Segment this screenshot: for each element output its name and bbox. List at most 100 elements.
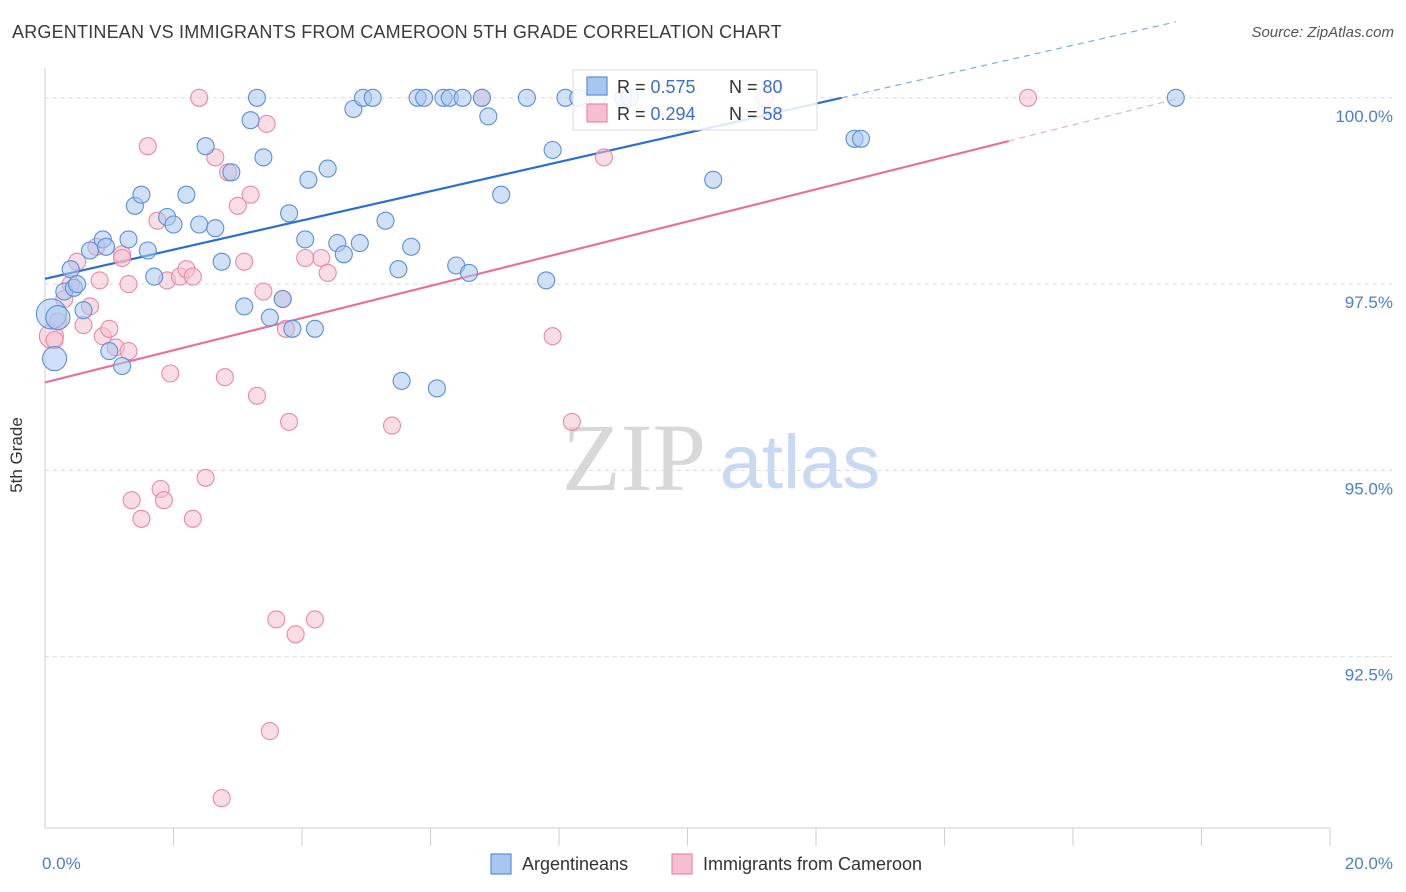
cameroon-point xyxy=(122,491,141,510)
argentinean-point xyxy=(453,88,472,107)
argentinean-point xyxy=(138,241,157,260)
argentinean-point xyxy=(472,88,491,107)
argentinean-point xyxy=(196,137,215,156)
argentinean-point xyxy=(299,170,318,189)
argentinean-point xyxy=(402,237,421,256)
argentinean-point xyxy=(318,159,337,178)
legend: Argentineans Immigrants from Cameroon xyxy=(490,853,922,875)
tick-labels: 100.0% 97.5% 95.0% 92.5% 0.0% 20.0% xyxy=(42,107,1393,873)
argentinean-point xyxy=(119,230,138,249)
argentinean-point xyxy=(1166,88,1185,107)
argentinean-point xyxy=(459,263,479,282)
stats-blue-n-value: 80 xyxy=(763,77,783,97)
argentinean-point xyxy=(427,379,446,398)
argentinean-point xyxy=(190,215,209,234)
argentinean-point xyxy=(376,211,395,230)
argentinean-point xyxy=(851,129,871,148)
legend-label-argentineans: Argentineans xyxy=(522,854,628,874)
cameroon-point xyxy=(119,275,138,294)
stats-pink-r-value: 0.294 xyxy=(651,104,696,124)
cameroon-point xyxy=(296,248,315,268)
cameroon-point xyxy=(318,263,337,282)
cameroon-point xyxy=(212,789,231,808)
source-credit: Source: ZipAtlas.com xyxy=(1251,24,1394,41)
cameroon-point xyxy=(562,412,581,431)
cameroon-point xyxy=(228,196,247,215)
data-points xyxy=(35,88,1185,808)
cameroon-point xyxy=(1018,88,1038,107)
argentinean-point xyxy=(164,215,183,234)
argentinean-point xyxy=(61,260,80,279)
cameroon-point xyxy=(260,722,279,741)
cameroon-trendline xyxy=(44,139,1010,384)
y-tick-label: 97.5% xyxy=(1345,293,1393,312)
cameroon-point xyxy=(247,386,267,405)
cameroon-point xyxy=(215,368,234,387)
argentinean-point xyxy=(392,371,411,390)
svg-text:N = 80: N = 80 xyxy=(729,77,783,97)
argentinean-point xyxy=(100,342,119,361)
argentinean-point xyxy=(74,301,93,320)
y-tick-label: 92.5% xyxy=(1345,666,1393,685)
stats-blue-r-label: R = xyxy=(617,77,651,97)
cameroon-point xyxy=(235,252,254,271)
cameroon-point xyxy=(183,267,202,286)
cameroon-point xyxy=(45,330,64,350)
y-tick-label: 95.0% xyxy=(1345,479,1393,498)
argentinean-point xyxy=(389,260,408,279)
stats-blue-r-value: 0.575 xyxy=(651,77,696,97)
svg-text:R = 0.575: R = 0.575 xyxy=(617,77,696,97)
cameroon-point xyxy=(543,327,562,346)
argentinean-point xyxy=(241,111,260,130)
watermark-zip: ZIP xyxy=(562,404,706,511)
legend-swatch-cameroon xyxy=(671,853,693,875)
argentinean-point xyxy=(212,252,231,271)
argentinean-point xyxy=(543,140,562,160)
legend-swatch-argentineans xyxy=(490,853,512,875)
argentinean-point xyxy=(222,163,241,182)
cameroon-trendline-extension xyxy=(1008,98,1176,142)
argentinean-point xyxy=(68,275,87,294)
cameroon-point xyxy=(382,416,402,435)
y-tick-label: 100.0% xyxy=(1335,107,1393,126)
axes xyxy=(44,68,1331,846)
cameroon-point xyxy=(132,509,151,528)
cameroon-point xyxy=(267,610,286,629)
argentinean-point xyxy=(132,185,151,204)
argentinean-trendline-extension xyxy=(841,21,1176,99)
argentinean-point xyxy=(296,230,315,249)
stats-pink-n-value: 58 xyxy=(763,104,783,124)
cameroon-point xyxy=(161,364,180,383)
cameroon-point xyxy=(154,491,173,510)
stats-swatch-blue xyxy=(586,76,608,96)
argentinean-point xyxy=(260,308,279,327)
argentinean-point xyxy=(363,88,382,107)
stats-swatch-pink xyxy=(586,103,608,123)
argentinean-point xyxy=(305,319,324,338)
cameroon-point xyxy=(196,468,215,487)
argentinean-point xyxy=(113,356,132,376)
cameroon-point xyxy=(257,114,276,133)
argentinean-point xyxy=(96,237,116,256)
argentinean-point xyxy=(206,219,225,238)
cameroon-point xyxy=(138,137,157,156)
argentinean-point xyxy=(334,245,353,264)
cameroon-point xyxy=(100,319,119,338)
argentinean-point xyxy=(280,204,299,223)
legend-label-cameroon: Immigrants from Cameroon xyxy=(703,854,922,874)
cameroon-point xyxy=(280,412,299,431)
cameroon-point xyxy=(90,271,109,290)
argentinean-point xyxy=(254,148,273,167)
cameroon-point xyxy=(119,342,138,361)
argentinean-point xyxy=(45,305,71,331)
argentinean-point xyxy=(145,267,164,286)
watermark-atlas: atlas xyxy=(720,420,881,505)
argentinean-point xyxy=(350,234,369,253)
stats-box: R = 0.575 N = 80 R = 0.294 N = 58 xyxy=(572,69,818,131)
stats-pink-n-label: N = xyxy=(729,104,763,124)
cameroon-point xyxy=(305,610,324,629)
argentinean-point xyxy=(479,107,498,126)
x-tick-label: 0.0% xyxy=(42,854,81,873)
argentinean-point xyxy=(283,319,302,338)
